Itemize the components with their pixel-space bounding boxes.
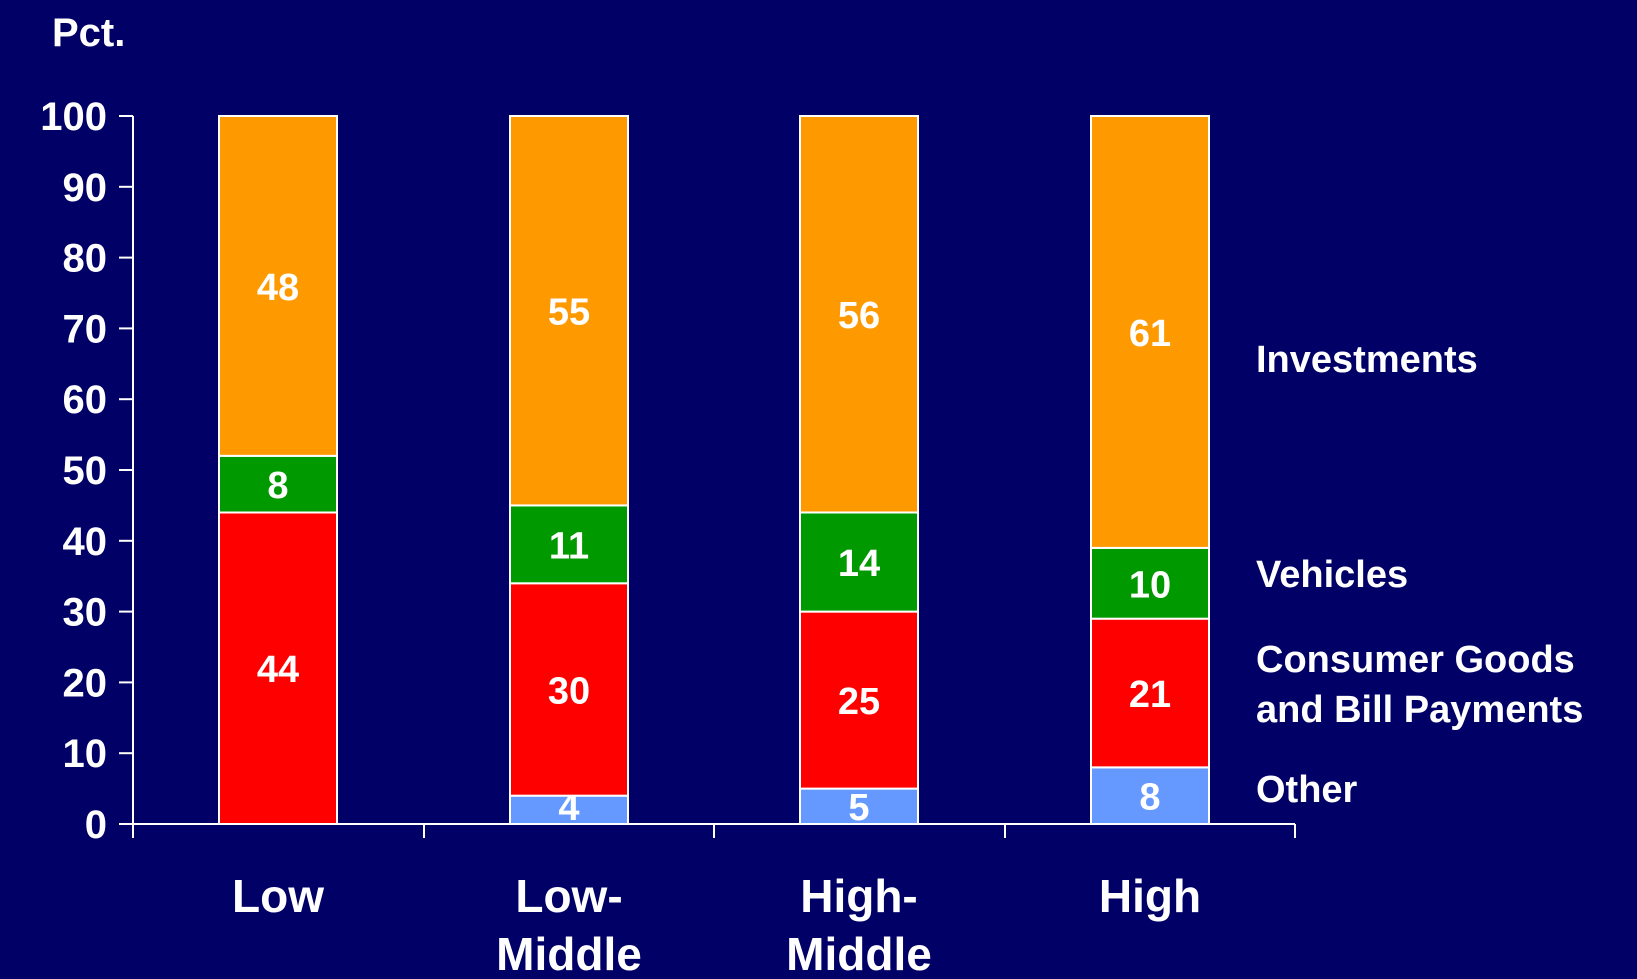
legend-label: and Bill Payments	[1256, 689, 1583, 731]
bar-value-label: 11	[549, 525, 589, 567]
bar-segment	[799, 511, 919, 613]
bar-value-label: 56	[838, 295, 880, 337]
bar-value-label: 8	[267, 465, 288, 507]
bar-value-label: 8	[1139, 777, 1160, 819]
bar-segment	[1090, 546, 1210, 620]
legend-label: Vehicles	[1256, 554, 1408, 596]
y-tick-label: 50	[63, 449, 108, 493]
bar-segment	[509, 115, 629, 507]
bar-value-label: 10	[1129, 564, 1171, 606]
bar-segment	[799, 115, 919, 514]
x-category-label: Middle	[786, 928, 932, 979]
y-tick-label: 60	[63, 378, 108, 422]
y-tick-label: 30	[63, 591, 108, 635]
bar-value-label: 44	[257, 649, 299, 691]
bar-value-label: 25	[838, 681, 880, 723]
y-tick-label: 90	[63, 166, 108, 210]
bar-value-label: 14	[838, 543, 880, 585]
bar-value-label: 4	[558, 787, 579, 829]
y-tick-label: 40	[63, 520, 108, 564]
bar-value-label: 5	[848, 787, 869, 829]
y-tick-label: 100	[40, 95, 107, 139]
bar-value-label: 30	[548, 670, 590, 712]
legend-label: Investments	[1256, 339, 1478, 381]
bar-value-label: 61	[1129, 313, 1171, 355]
x-axis: Low Low- Middle High- Middle High	[132, 823, 1296, 979]
y-unit-label: Pct.	[52, 11, 125, 55]
x-category-label: Low-	[515, 870, 622, 922]
bar-segment	[218, 115, 338, 457]
legend-label: Other	[1256, 769, 1358, 811]
bar-segment	[1090, 115, 1210, 549]
x-category-label: Middle	[496, 928, 642, 979]
x-category-label: High-	[800, 870, 918, 922]
bar-segment	[1090, 617, 1210, 769]
bar-value-label: 48	[257, 267, 299, 309]
y-tick-label: 10	[63, 732, 108, 776]
legend-label: Consumer Goods	[1256, 639, 1575, 681]
y-tick-label: 0	[85, 803, 107, 847]
x-category-label: High	[1099, 870, 1201, 922]
y-tick-label: 80	[63, 237, 108, 281]
x-category-label: Low	[232, 870, 324, 922]
bar-segment	[799, 610, 919, 790]
y-tick-label: 20	[63, 661, 108, 705]
bar-value-label: 55	[548, 292, 590, 334]
bar-segment	[799, 787, 919, 825]
bar-value-label: 21	[1129, 674, 1171, 716]
legend: Other Consumer Goods and Bill Payments Vehi…	[1256, 339, 1583, 811]
y-axis: 0 10 20 30 40 50 60 70 80 90 100	[40, 95, 134, 847]
y-tick-label: 70	[63, 307, 108, 351]
